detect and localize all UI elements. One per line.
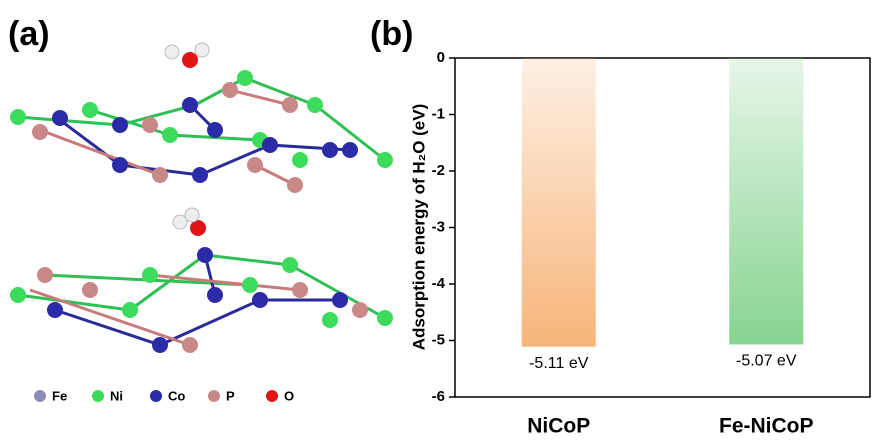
legend-label: O [284,388,294,403]
legend-swatch [34,390,46,402]
figure: (a) (b) FeNiCoPO Adsorption energy of H₂… [0,0,877,442]
panel-label: (a) [8,15,50,53]
y-tick-label: -2 [432,162,445,179]
structure-top [10,43,393,193]
x-tick-label: Fe-NiCoP [719,415,814,438]
plot-frame [455,58,870,397]
y-tick-label: 0 [437,49,445,66]
value-label: -5.11 eV [529,355,589,372]
legend-swatch [150,390,162,402]
legend-label: Fe [52,388,67,403]
panel-label: (b) [370,15,413,53]
legend-swatch [208,390,220,402]
structure-bottom [10,208,393,353]
legend-label: Ni [110,388,123,403]
value-label: -5.07 eV [736,353,797,370]
bar [729,58,803,344]
legend-label: Co [168,388,185,403]
y-axis-label: Adsorption energy of H₂O (eV) [409,104,428,351]
y-tick-label: -4 [432,275,446,292]
x-tick-label: NiCoP [527,415,590,438]
legend-swatch [92,390,104,402]
y-tick-label: -3 [432,218,445,235]
legend-label: P [226,388,235,403]
y-tick-label: -1 [432,105,445,122]
atom-legend: Fe Ni Co P O [34,388,294,403]
legend-swatch [266,390,278,402]
y-tick-label: -5 [432,331,445,348]
bar [522,58,596,347]
y-tick-label: -6 [432,388,445,405]
